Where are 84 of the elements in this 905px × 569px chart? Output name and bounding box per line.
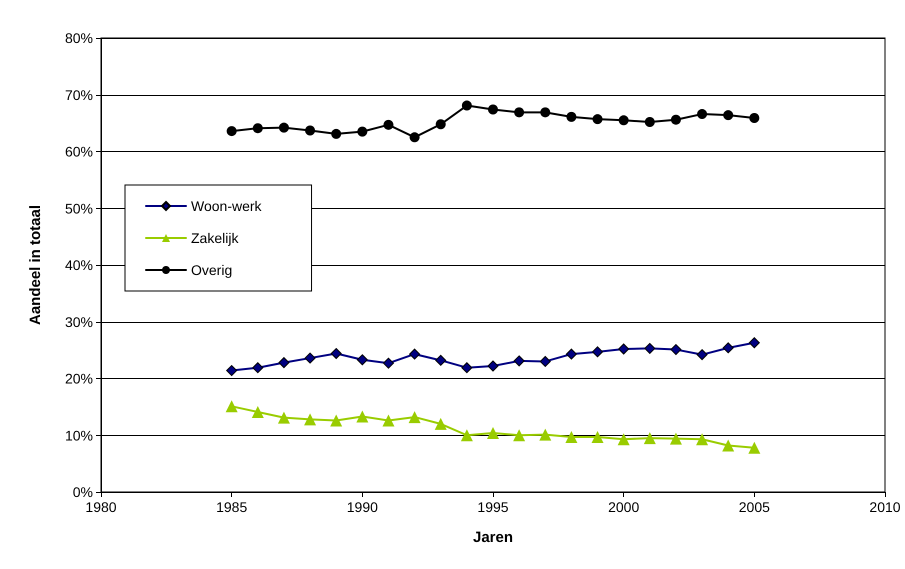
legend-label: Overig	[191, 262, 232, 278]
point	[356, 354, 368, 366]
point	[331, 128, 342, 139]
point	[618, 343, 630, 354]
point	[670, 432, 682, 445]
point	[357, 126, 368, 137]
point	[487, 426, 499, 439]
y-tick-label: 70%	[64, 86, 93, 103]
x-tick-label: 2005	[738, 499, 770, 515]
y-tick-label: 0%	[72, 484, 93, 500]
point	[696, 349, 708, 360]
point	[252, 123, 263, 134]
point	[566, 112, 576, 122]
point	[408, 411, 421, 424]
y-tick-label: 80%	[64, 30, 93, 46]
point	[410, 132, 420, 142]
legend-label: Zakelijk	[191, 230, 240, 246]
point	[644, 432, 656, 444]
y-tick-label: 60%	[64, 144, 93, 160]
legend-label: Woon-werk	[191, 198, 263, 214]
point	[696, 433, 708, 446]
point	[513, 429, 526, 442]
y-tick-label: 20%	[64, 370, 93, 386]
point	[749, 113, 760, 124]
point	[409, 348, 420, 360]
point	[278, 357, 290, 368]
point	[252, 406, 264, 418]
point	[278, 122, 289, 133]
point	[460, 429, 473, 442]
point	[252, 362, 264, 374]
point	[540, 356, 551, 367]
point	[697, 109, 708, 120]
point	[382, 414, 394, 426]
point	[488, 360, 498, 372]
point	[461, 362, 472, 374]
point	[565, 430, 578, 443]
point	[436, 119, 446, 130]
point	[435, 354, 446, 366]
x-tick-label: 1980	[85, 499, 117, 515]
point	[566, 348, 577, 360]
point	[356, 410, 368, 423]
y-tick-label: 10%	[64, 427, 93, 444]
y-tick-label: 40%	[64, 257, 93, 273]
y-tick-label: 50%	[64, 200, 93, 216]
point	[305, 126, 316, 136]
point	[514, 107, 524, 118]
point	[670, 344, 682, 356]
point	[748, 337, 760, 348]
point	[644, 342, 656, 354]
point	[304, 413, 316, 426]
y-axis-title: Aandeel in totaal	[27, 204, 44, 326]
point	[383, 120, 394, 130]
point	[278, 412, 290, 424]
point	[722, 342, 734, 354]
point	[618, 433, 630, 446]
point	[226, 400, 238, 412]
point	[330, 414, 342, 426]
point	[644, 116, 655, 127]
point	[304, 352, 316, 364]
point	[592, 114, 603, 124]
point	[382, 358, 394, 369]
point	[488, 104, 498, 114]
point	[592, 430, 604, 443]
point	[226, 365, 238, 376]
point	[670, 114, 681, 125]
x-axis-title: Jaren	[472, 529, 514, 546]
point	[722, 439, 734, 452]
x-tick-label: 2000	[608, 499, 640, 515]
point	[514, 355, 525, 366]
x-tick-label: 1995	[477, 499, 509, 515]
x-tick-label: 1985	[216, 499, 248, 515]
point	[540, 107, 550, 118]
point	[592, 346, 604, 358]
point	[723, 110, 734, 120]
x-tick-label: 2010	[869, 499, 901, 515]
point	[539, 428, 552, 441]
point	[226, 126, 237, 136]
point	[748, 442, 760, 454]
point	[462, 100, 472, 111]
x-tick-label: 1990	[346, 499, 378, 515]
point	[330, 348, 342, 360]
point	[618, 115, 629, 126]
y-tick-label: 30%	[64, 314, 93, 330]
point	[434, 418, 447, 430]
